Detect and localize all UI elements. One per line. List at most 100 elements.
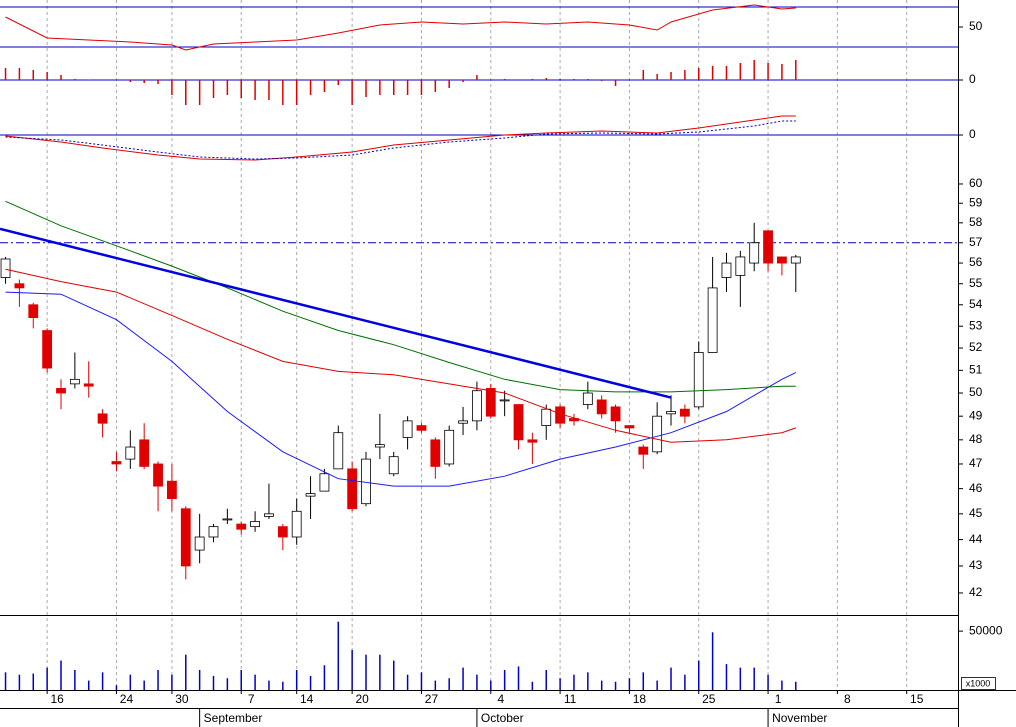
month-label: September (204, 711, 263, 725)
y-tick-label: 59 (969, 195, 983, 209)
candle-body (472, 390, 482, 422)
candle-body (83, 383, 94, 387)
candle-body (735, 256, 746, 276)
candle-body (485, 388, 496, 417)
x-tick-label: 18 (633, 692, 647, 706)
candle-body (527, 439, 538, 443)
candle-body (277, 526, 288, 538)
candle-body (250, 521, 260, 528)
candle-body (347, 468, 358, 510)
candle-body (707, 287, 718, 353)
x-tick-label: 8 (844, 692, 851, 706)
candle-body (596, 399, 607, 415)
candle-body (582, 392, 593, 405)
y-tick-label: 0 (969, 72, 976, 86)
candle-body (749, 242, 760, 264)
candle-body (0, 258, 11, 278)
x-tick-label: 11 (564, 692, 577, 706)
candle-body (402, 420, 413, 438)
candle-body (666, 411, 676, 415)
candle-body (69, 378, 80, 385)
candle-body (194, 536, 205, 551)
x-tick-label: 16 (50, 692, 64, 706)
candle-body (264, 513, 274, 517)
candle-body (790, 256, 801, 264)
x-tick-label: 15 (910, 692, 924, 706)
candle-body (610, 406, 621, 422)
candle-body (361, 458, 371, 505)
month-label: October (481, 711, 524, 725)
candle-body (416, 425, 427, 431)
y-tick-label: 46 (969, 481, 983, 495)
candle-body (541, 408, 552, 426)
y-tick-label: 53 (969, 318, 983, 332)
y-tick-label: 42 (969, 585, 983, 599)
x-tick-label: 25 (702, 692, 716, 706)
candle-body (305, 493, 316, 497)
y-tick-label: 52 (969, 340, 983, 354)
candle-body (139, 439, 150, 467)
candle-body (721, 262, 732, 278)
candle-body (222, 518, 233, 521)
candle-body (208, 526, 219, 538)
candle-body (56, 388, 66, 394)
candle-body (153, 463, 163, 487)
x-tick-label: 20 (355, 692, 369, 706)
candle-body (236, 523, 247, 530)
candle-body (291, 510, 302, 538)
candle-body (679, 408, 690, 417)
x-tick-label: 27 (425, 692, 439, 706)
y-tick-label: 57 (969, 235, 983, 249)
month-label: November (772, 711, 827, 725)
unit-box (961, 677, 996, 690)
candle-body (14, 283, 25, 289)
x-tick-label: 24 (120, 692, 134, 706)
candle-body (42, 330, 53, 369)
series-line (5, 115, 796, 161)
y-tick-label: 44 (969, 532, 983, 546)
y-tick-label: 60 (969, 176, 983, 190)
candle-body (319, 473, 330, 492)
y-tick-label: 48 (969, 432, 983, 446)
series-line (5, 291, 797, 487)
candle-body (111, 461, 122, 465)
series-line (5, 4, 796, 51)
candle-body (430, 439, 441, 467)
candle-body (513, 404, 524, 441)
candle-body (180, 508, 191, 567)
y-tick-label: 0 (969, 127, 976, 141)
y-tick-label: 50 (969, 385, 983, 399)
x-tick-label: 14 (300, 692, 314, 706)
candle-body (624, 425, 635, 429)
candle-body (652, 415, 663, 453)
y-tick-label: 45 (969, 506, 983, 520)
candle-body (458, 420, 468, 424)
x-tick-label: 30 (175, 692, 189, 706)
x-tick-label: 1 (775, 692, 782, 706)
y-tick-label: 54 (969, 297, 983, 311)
x-tick-label: 4 (497, 692, 504, 706)
candle-body (125, 446, 136, 460)
y-tick-label: 56 (969, 255, 983, 269)
candle-body (374, 444, 385, 448)
y-tick-label: 51 (969, 362, 983, 376)
candle-body (97, 413, 108, 424)
series-line (5, 268, 796, 443)
y-tick-label: 50 (969, 19, 983, 33)
x-tick-label: 7 (248, 692, 255, 706)
candle-body (693, 352, 704, 408)
y-tick-label: 49 (969, 408, 983, 422)
candle-body (444, 429, 455, 465)
series-line (0, 227, 672, 399)
series-line (5, 120, 796, 160)
y-tick-label: 47 (969, 456, 983, 470)
candle-body (333, 432, 344, 470)
y-tick-label: 43 (969, 558, 983, 572)
candle-body (638, 446, 649, 455)
candle-body (777, 256, 787, 264)
candle-body (763, 230, 773, 264)
candle-body (28, 304, 39, 318)
